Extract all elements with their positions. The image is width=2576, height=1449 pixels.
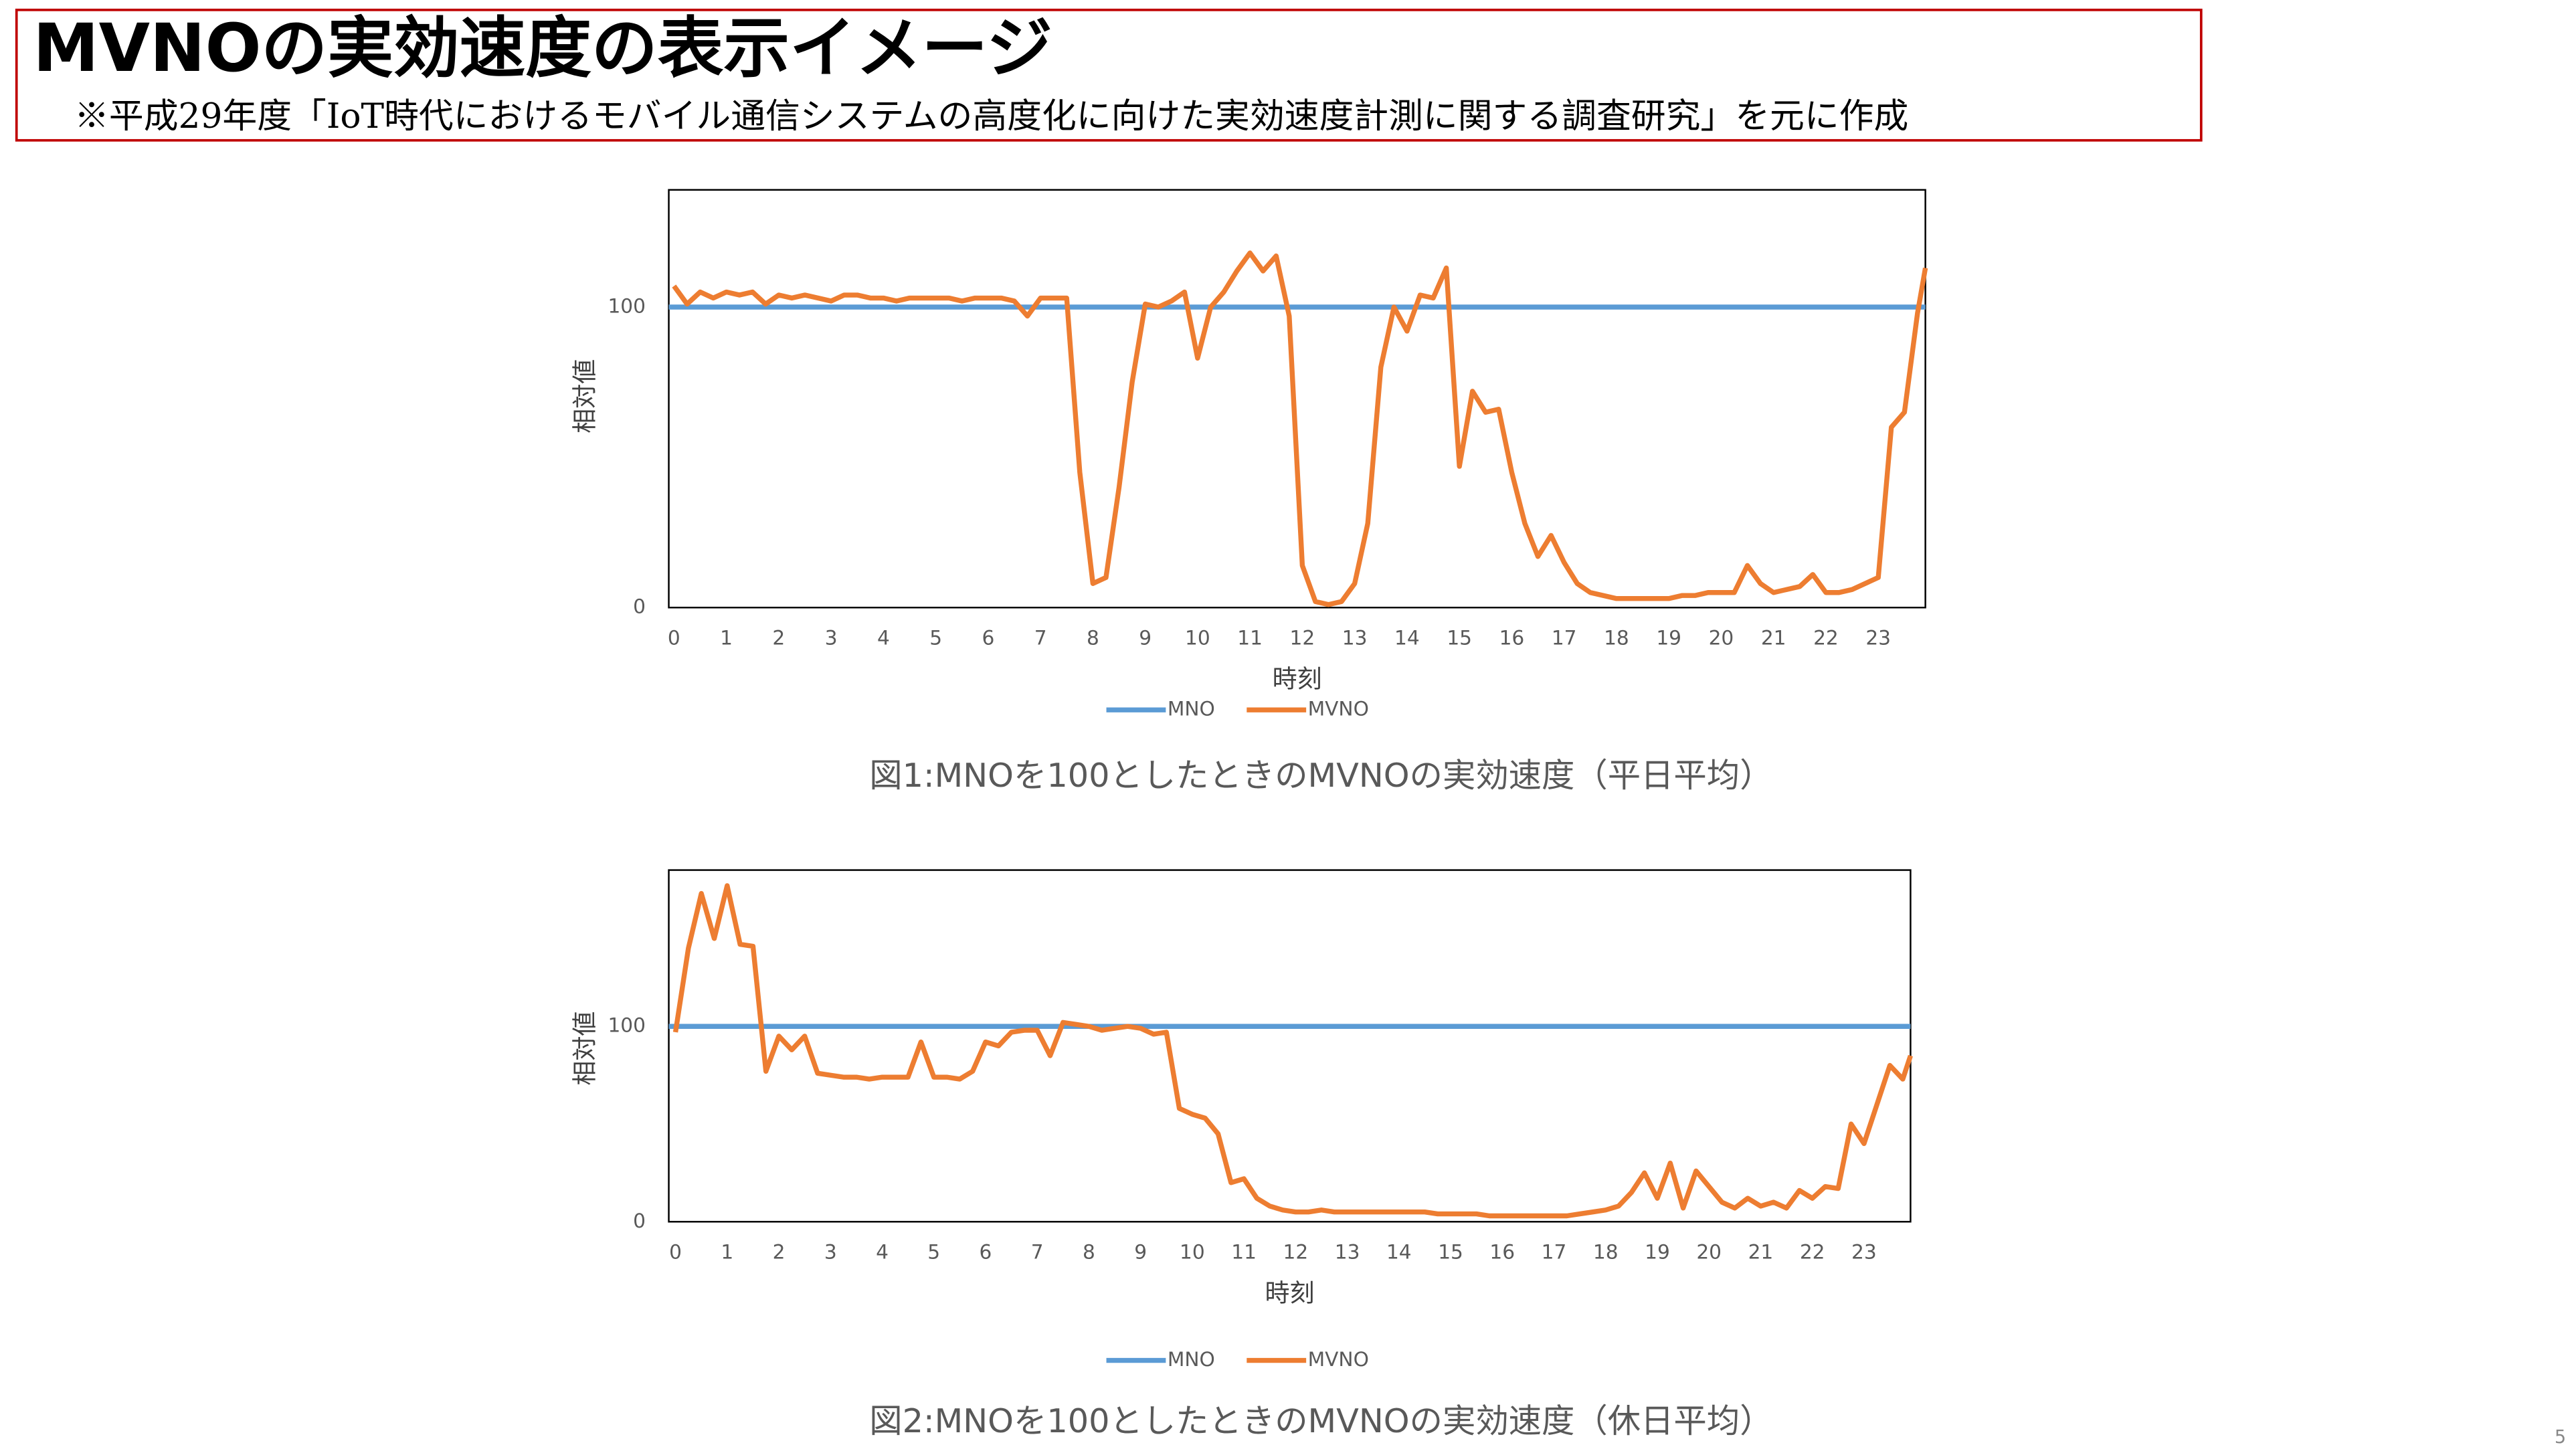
x-tick-label: 5 [929,627,942,650]
x-tick-label: 1 [721,1241,733,1264]
y-axis-label: 相対値 [571,1011,600,1086]
x-tick-label: 10 [1180,1241,1205,1264]
x-tick-label: 17 [1542,1241,1567,1264]
x-tick-label: 1 [720,627,733,650]
x-tick-label: 7 [1031,1241,1044,1264]
x-tick-label: 6 [980,1241,992,1264]
x-tick-label: 14 [1394,627,1420,650]
x-tick-label: 11 [1231,1241,1257,1264]
x-tick-label: 8 [1087,627,1099,650]
plot-area [668,869,1912,1223]
x-tick-label: 21 [1748,1241,1774,1264]
series-line [672,250,1928,607]
x-tick-label: 22 [1800,1241,1825,1264]
y-axis-label: 相対値 [571,359,600,433]
y-tick-label: 100 [608,1014,646,1037]
x-axis-label: 時刻 [1273,664,1322,693]
x-tick-label: 11 [1237,627,1263,650]
caption: 図1:MNOを100としたときのMVNOの実効速度（平日平均） [869,756,1772,795]
x-tick-label: 10 [1185,627,1210,650]
note: ※平成29年度「IoT時代におけるモバイル通信システムの高度化に向けた実効速度計… [74,96,1908,136]
x-tick-label: 12 [1283,1241,1309,1264]
x-tick-label: 13 [1335,1241,1360,1264]
x-tick-label: 20 [1696,1241,1722,1264]
x-tick-label: 2 [772,627,785,650]
x-tick-label: 22 [1813,627,1839,650]
x-tick-label: 12 [1290,627,1315,650]
y-tick-label: 0 [633,595,646,618]
x-tick-label: 14 [1386,1241,1412,1264]
x-tick-label: 3 [824,1241,837,1264]
title: MVNOの実効速度の表示イメージ [33,10,1052,87]
x-tick-label: 15 [1447,627,1472,650]
x-tick-label: 17 [1552,627,1577,650]
x-tick-label: 15 [1438,1241,1463,1264]
x-tick-label: 23 [1851,1241,1877,1264]
caption: 図2:MNOを100としたときのMVNOの実効速度（休日平均） [869,1402,1772,1440]
x-tick-label: 16 [1499,627,1525,650]
x-tick-label: 4 [877,627,890,650]
y-tick-label: 100 [608,294,646,317]
x-tick-label: 0 [668,627,680,650]
x-axis-label: 時刻 [1265,1278,1314,1307]
title-box [15,8,2203,142]
x-tick-label: 18 [1593,1241,1619,1264]
x-tick-label: 16 [1489,1241,1515,1264]
legend-label: MVNO [1308,698,1369,720]
x-tick-label: 9 [1139,627,1152,650]
plot-area [668,189,1926,609]
legend-label: MNO [1168,698,1215,720]
x-tick-label: 20 [1709,627,1734,650]
x-tick-label: 4 [876,1241,889,1264]
x-tick-label: 3 [825,627,838,650]
x-tick-label: 13 [1342,627,1368,650]
legend-label: MVNO [1308,1348,1369,1371]
x-tick-label: 7 [1034,627,1047,650]
x-tick-label: 21 [1761,627,1786,650]
x-tick-label: 23 [1865,627,1891,650]
x-tick-label: 19 [1645,1241,1670,1264]
x-tick-label: 18 [1604,627,1629,650]
y-tick-label: 0 [633,1210,646,1232]
x-tick-label: 0 [669,1241,682,1264]
x-tick-label: 9 [1134,1241,1147,1264]
page-number: 5 [2555,1427,2566,1448]
x-tick-label: 5 [927,1241,940,1264]
series-line [672,883,1913,1219]
x-tick-label: 8 [1083,1241,1095,1264]
x-tick-label: 2 [773,1241,786,1264]
x-tick-label: 6 [982,627,994,650]
legend-label: MNO [1168,1348,1215,1371]
x-tick-label: 19 [1656,627,1681,650]
